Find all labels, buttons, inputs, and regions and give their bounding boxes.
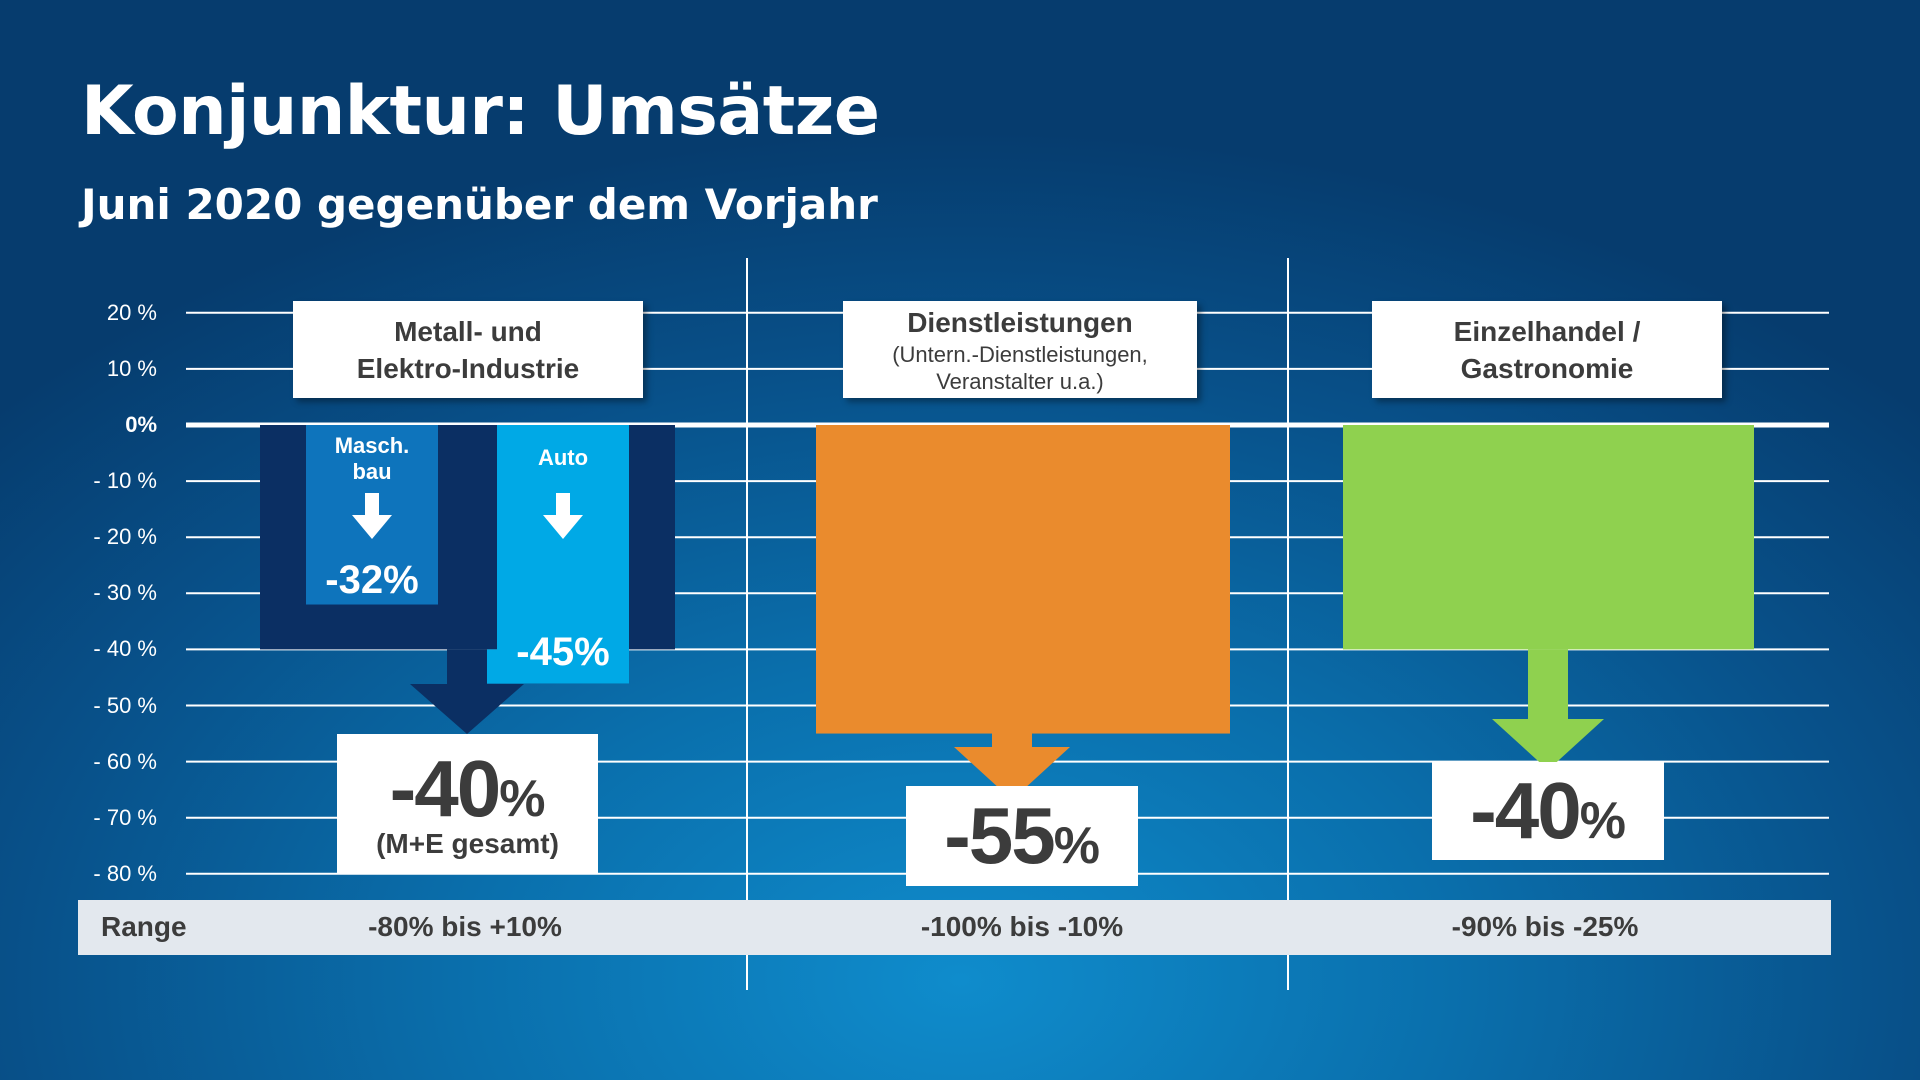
maschbau-label: Masch. bau: [306, 433, 438, 485]
y-tick-label: - 20 %: [93, 524, 157, 550]
arrow-metall: [410, 649, 524, 734]
y-tick-label: 0%: [125, 412, 157, 437]
bar-dienstleistungen: [816, 425, 1230, 734]
category-label-dienstleistungen: Dienstleistungen (Untern.-Dienstleistung…: [843, 301, 1197, 398]
category-label-einzel-line1: Einzelhandel /: [1453, 315, 1641, 347]
y-tick-label: - 50 %: [93, 692, 157, 718]
category-label-einzelhandel: Einzelhandel / Gastronomie: [1372, 301, 1722, 398]
maschbau-down-icon: [352, 493, 392, 539]
y-tick-label: - 60 %: [93, 748, 157, 774]
bar-einzelhandel: [1343, 425, 1754, 650]
arrow-einzelhandel: [1492, 649, 1604, 770]
bar-auto-tail: [487, 649, 629, 684]
category-label-einzel-line2: Gastronomie: [1460, 352, 1634, 384]
y-tick-label: 20 %: [106, 299, 157, 325]
y-tick-label: - 40 %: [93, 636, 157, 662]
arrow-dienstleistungen: [954, 733, 1070, 800]
y-tick-label: - 80 %: [93, 860, 157, 886]
category-sublabel-dienst-line2: Veranstalter u.a.): [936, 369, 1104, 394]
maschbau-value-label: -32%: [325, 558, 419, 602]
category-label-metall: Metall- und Elektro-Industrie: [293, 301, 643, 398]
range-label: Range: [101, 911, 187, 942]
range-row: [78, 900, 1831, 955]
maschbau-label-line2: bau: [352, 459, 392, 484]
result-box-dienstleistungen: -55%: [906, 786, 1138, 886]
y-tick-label: - 10 %: [93, 468, 157, 494]
y-tick-label: - 30 %: [93, 580, 157, 606]
range-value-dienstleistungen: -100% bis -10%: [920, 911, 1124, 942]
chart-title: Konjunktur: Umsätze: [81, 72, 880, 151]
result-value-dienstleistungen: -55%: [944, 791, 1100, 880]
y-tick-label: - 70 %: [93, 804, 157, 830]
category-label-metall-line1: Metall- und: [394, 315, 542, 347]
category-label-dienst-line1: Dienstleistungen: [907, 307, 1133, 338]
result-box-einzelhandel: -40%: [1432, 762, 1664, 860]
range-value-einzelhandel: -90% bis -25%: [1451, 911, 1639, 942]
y-tick-label: 10 %: [106, 355, 157, 381]
chart-subtitle: Juni 2020 gegenüber dem Vorjahr: [81, 180, 878, 229]
range-value-metall: -80% bis +10%: [368, 911, 562, 942]
result-value-metall: -40%: [389, 743, 546, 833]
result-note-metall: (M+E gesamt): [376, 827, 559, 859]
auto-down-icon: [543, 493, 583, 539]
category-sublabel-dienst-line1: (Untern.-Dienstleistungen,: [892, 342, 1148, 367]
maschbau-label-line1: Masch.: [334, 433, 410, 458]
auto-value-label: -45%: [516, 630, 610, 674]
auto-label: Auto: [537, 445, 589, 470]
result-value-einzelhandel: -40%: [1470, 766, 1626, 855]
bar-auto: [497, 425, 629, 678]
category-label-metall-line2: Elektro-Industrie: [356, 352, 580, 384]
result-box-metall: -40% (M+E gesamt): [337, 734, 598, 874]
